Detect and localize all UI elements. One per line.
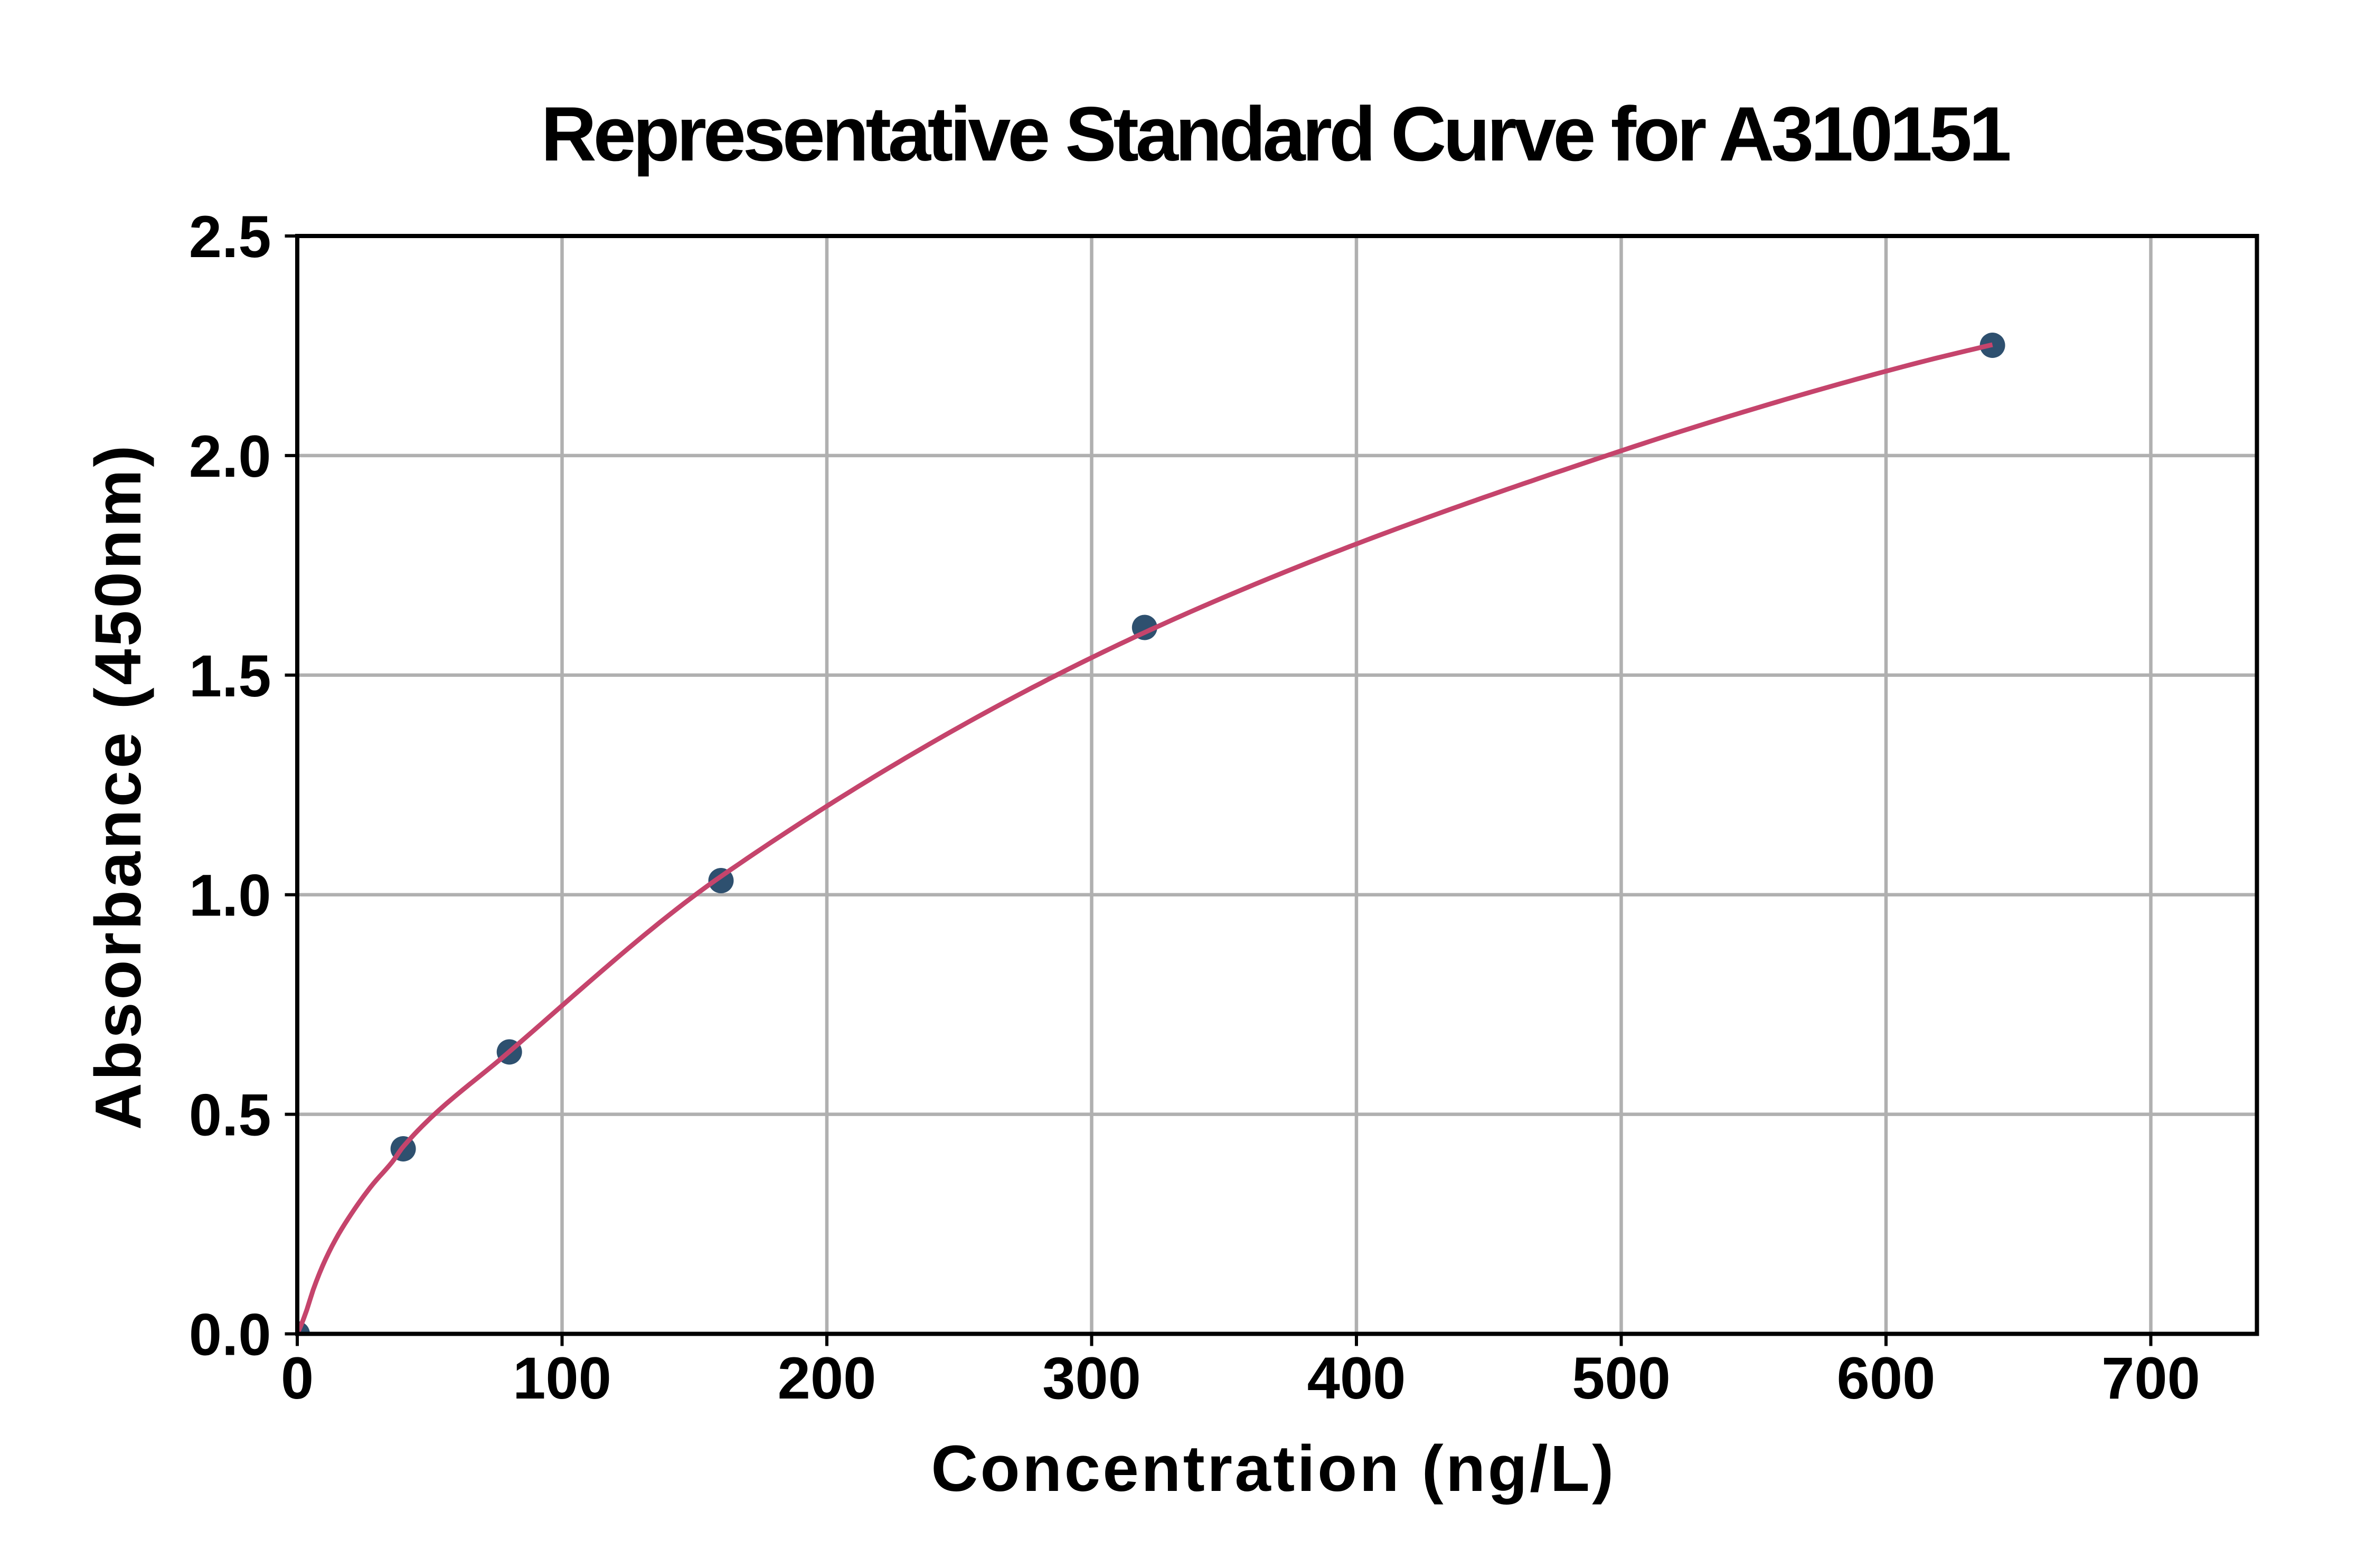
svg-text:2.5: 2.5: [189, 204, 271, 270]
svg-text:0.5: 0.5: [189, 1082, 271, 1148]
svg-text:Representative Standard Curve: Representative Standard Curve for A31015…: [541, 91, 2010, 177]
svg-text:400: 400: [1307, 1345, 1406, 1411]
svg-text:2.0: 2.0: [189, 423, 271, 489]
svg-text:500: 500: [1572, 1345, 1671, 1411]
svg-text:0.0: 0.0: [189, 1302, 271, 1368]
svg-text:Absorbance (450nm): Absorbance (450nm): [82, 443, 155, 1130]
svg-text:300: 300: [1042, 1345, 1141, 1411]
svg-text:1.0: 1.0: [189, 863, 271, 929]
svg-text:Concentration (ng/L): Concentration (ng/L): [931, 1433, 1616, 1505]
svg-text:200: 200: [778, 1345, 876, 1411]
svg-text:600: 600: [1837, 1345, 1936, 1411]
svg-text:700: 700: [2101, 1345, 2200, 1411]
svg-text:0: 0: [281, 1345, 314, 1411]
svg-text:1.5: 1.5: [189, 643, 271, 709]
svg-text:100: 100: [513, 1345, 611, 1411]
